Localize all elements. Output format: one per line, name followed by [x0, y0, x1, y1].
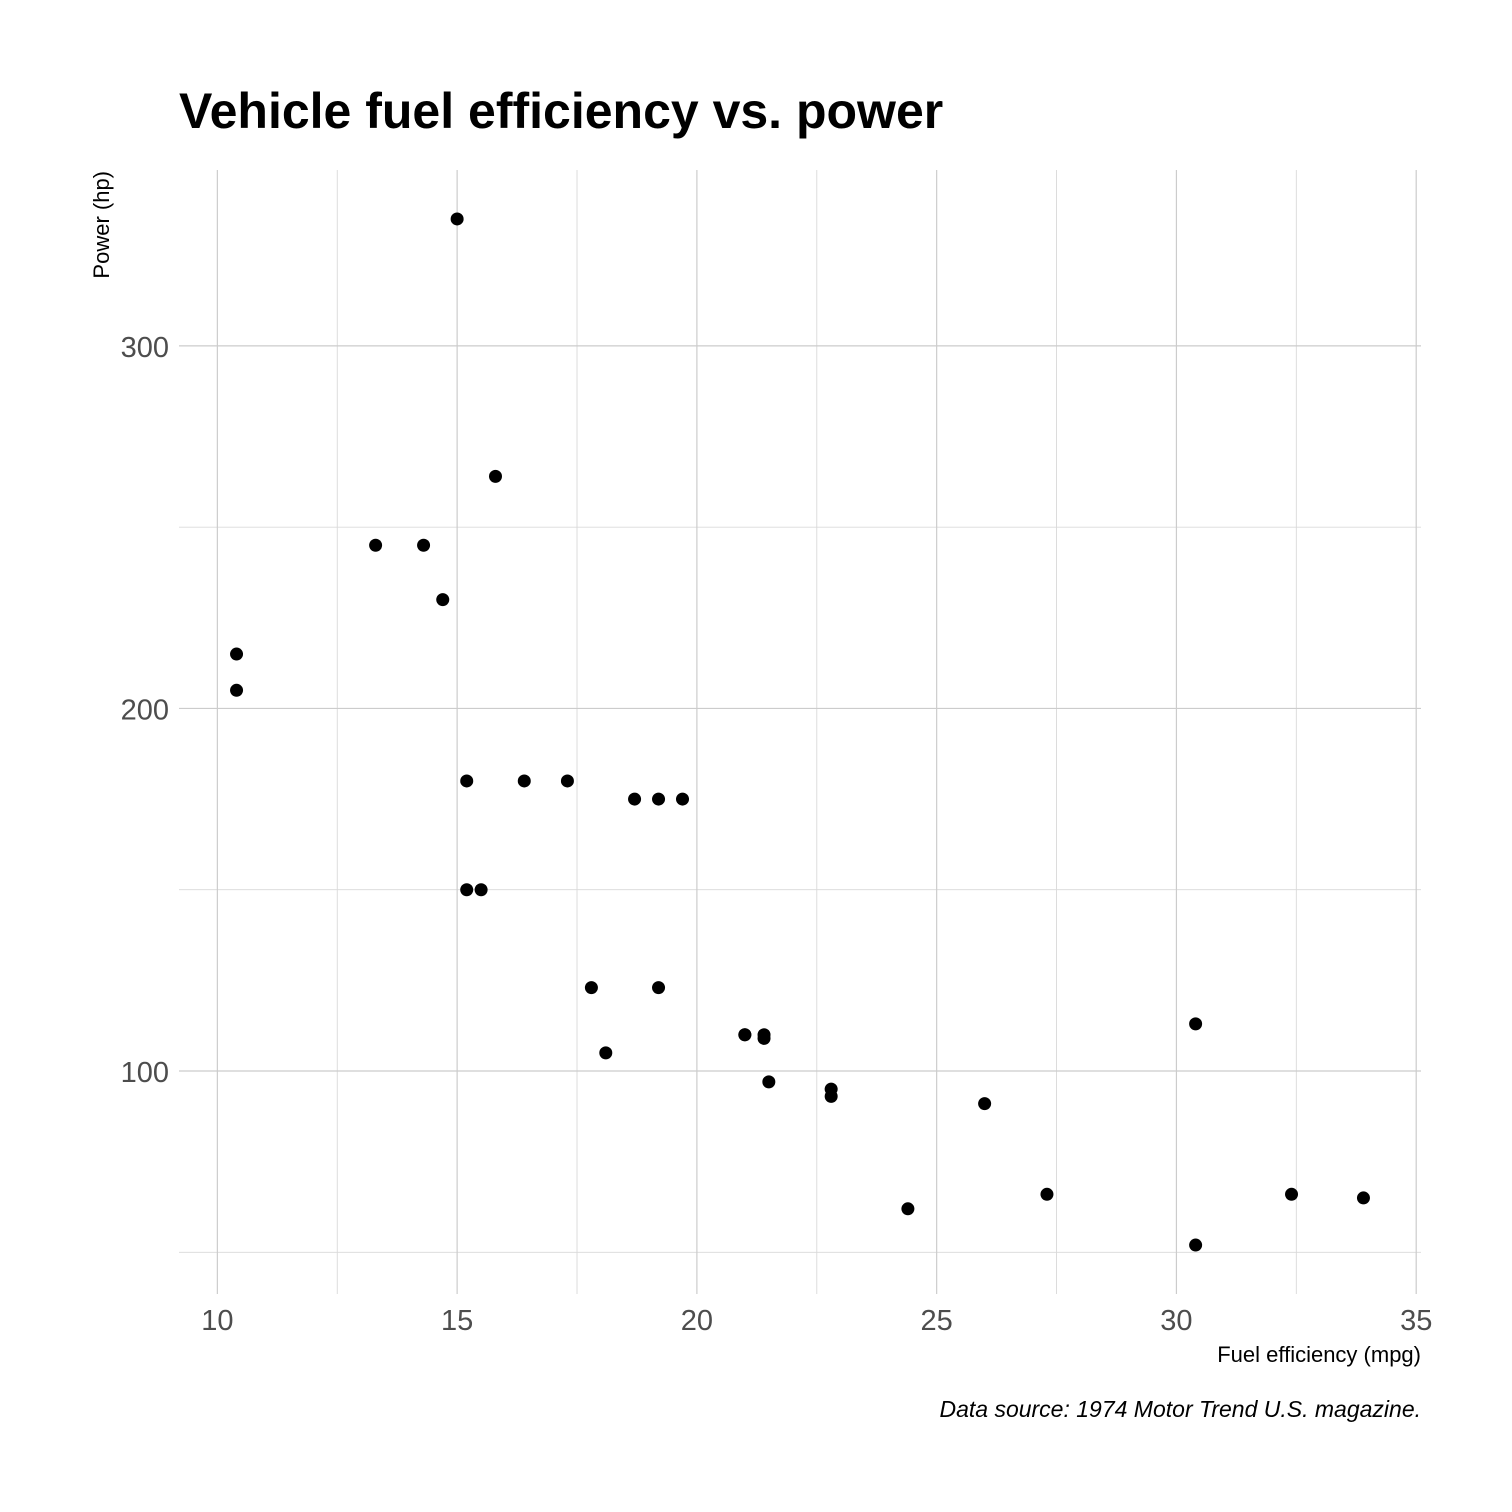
chart-title: Vehicle fuel efficiency vs. power [179, 83, 943, 139]
data-point [901, 1202, 915, 1216]
data-point [488, 469, 502, 483]
y-axis-tick-labels: 100 200 300 [121, 332, 169, 1089]
x-tick-label: 15 [441, 1305, 473, 1337]
x-axis-tick-labels: 10 15 20 25 30 35 [201, 1305, 1432, 1337]
data-point [757, 1031, 771, 1045]
y-tick-label: 300 [121, 332, 169, 364]
data-point [978, 1097, 992, 1111]
data-point [824, 1082, 838, 1096]
data-point [230, 647, 244, 661]
data-point [652, 981, 666, 995]
data-point [676, 792, 690, 806]
data-point [460, 774, 474, 788]
x-tick-label: 10 [201, 1305, 233, 1337]
data-point [762, 1075, 776, 1089]
x-axis-title: Fuel efficiency (mpg) [1217, 1342, 1421, 1367]
data-point [369, 538, 383, 552]
data-point [1189, 1017, 1203, 1031]
data-point [450, 212, 464, 226]
data-point [1040, 1187, 1054, 1201]
x-tick-label: 35 [1400, 1305, 1432, 1337]
data-point [474, 883, 488, 897]
x-tick-label: 25 [921, 1305, 953, 1337]
data-point [517, 774, 531, 788]
data-point [230, 683, 244, 697]
data-point [599, 1046, 613, 1060]
data-point [460, 883, 474, 897]
y-tick-label: 200 [121, 694, 169, 726]
grid-lines [179, 170, 1421, 1294]
data-point [584, 981, 598, 995]
data-point [628, 792, 642, 806]
data-point [1285, 1187, 1299, 1201]
x-tick-label: 20 [681, 1305, 713, 1337]
data-point [738, 1028, 752, 1042]
chart-caption: Data source: 1974 Motor Trend U.S. magaz… [939, 1396, 1421, 1422]
data-point [652, 792, 666, 806]
y-tick-label: 100 [121, 1057, 169, 1089]
data-point [417, 538, 431, 552]
data-point [1356, 1191, 1370, 1205]
data-point [1189, 1238, 1203, 1252]
data-point [560, 774, 574, 788]
y-axis-title: Power (hp) [89, 171, 114, 279]
data-point [436, 593, 450, 607]
x-tick-label: 30 [1160, 1305, 1192, 1337]
data-points [230, 212, 1370, 1252]
